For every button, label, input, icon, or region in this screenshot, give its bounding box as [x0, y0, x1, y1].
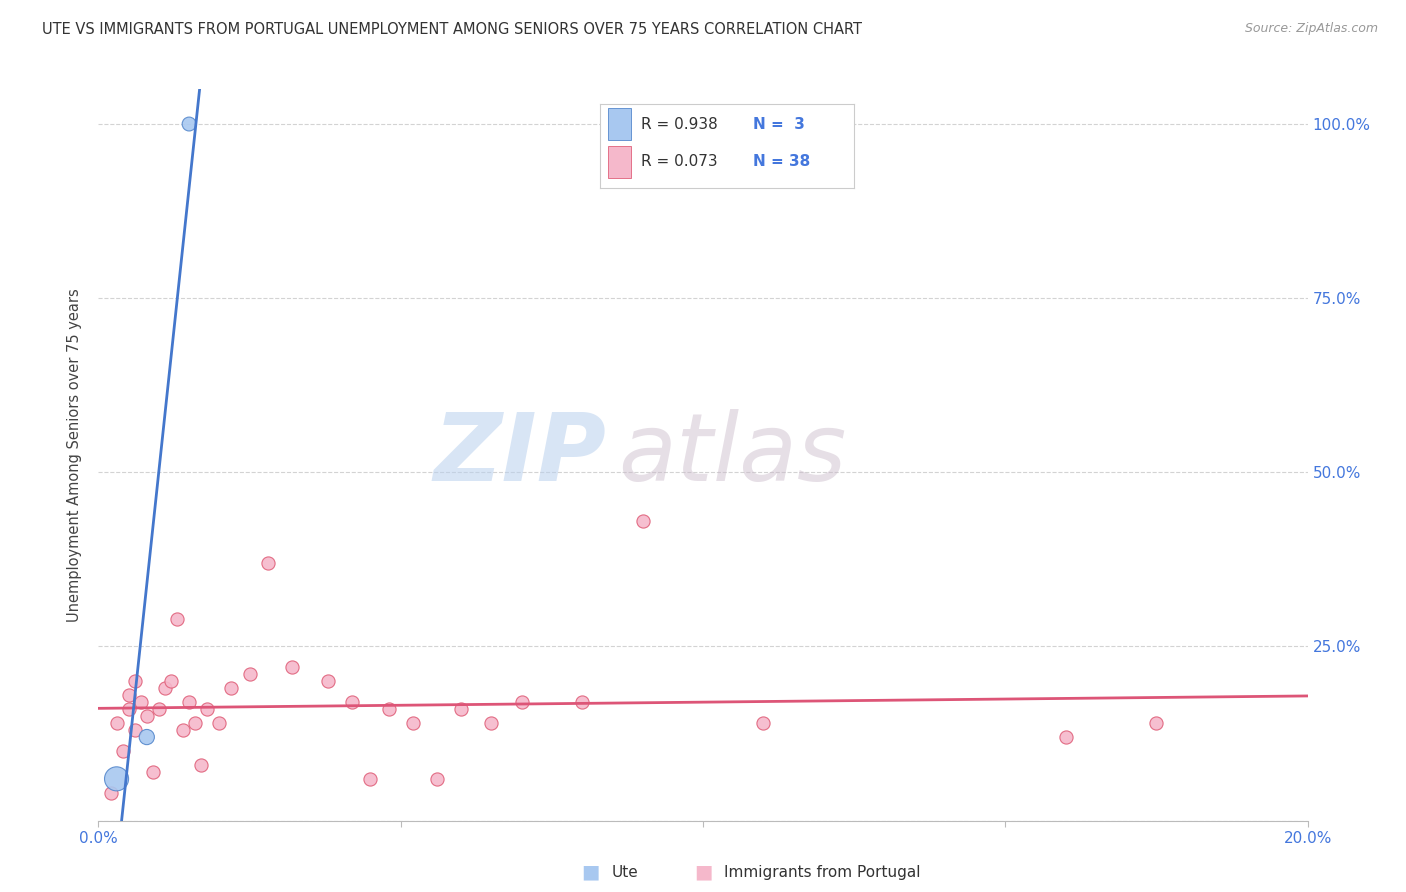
Point	[142, 764, 165, 779]
Point	[129, 695, 152, 709]
Text: UTE VS IMMIGRANTS FROM PORTUGAL UNEMPLOYMENT AMONG SENIORS OVER 75 YEARS CORRELA: UTE VS IMMIGRANTS FROM PORTUGAL UNEMPLOY…	[42, 22, 862, 37]
Point	[124, 674, 146, 689]
Text: Source: ZipAtlas.com: Source: ZipAtlas.com	[1244, 22, 1378, 36]
Point	[184, 716, 207, 731]
Point	[179, 117, 201, 131]
Text: atlas: atlas	[619, 409, 846, 500]
Text: R = 0.938: R = 0.938	[641, 117, 717, 131]
Point	[752, 716, 775, 731]
Text: N =  3: N = 3	[752, 117, 804, 131]
Point	[377, 702, 399, 716]
Point	[631, 514, 654, 528]
Point	[481, 716, 503, 731]
Bar	[607, 146, 631, 178]
Text: ZIP: ZIP	[433, 409, 606, 501]
Point	[111, 744, 134, 758]
Point	[190, 758, 212, 772]
Point	[1054, 730, 1077, 744]
Bar	[607, 108, 631, 140]
Text: Immigrants from Portugal: Immigrants from Portugal	[724, 865, 921, 880]
Point	[256, 556, 278, 570]
Point	[160, 674, 183, 689]
Point	[450, 702, 472, 716]
Point	[402, 716, 425, 731]
Point	[510, 695, 533, 709]
Point	[342, 695, 364, 709]
Text: Ute: Ute	[612, 865, 638, 880]
Text: R = 0.073: R = 0.073	[641, 154, 717, 169]
Point	[239, 667, 262, 681]
Point	[166, 612, 188, 626]
Point	[360, 772, 382, 786]
Point	[179, 695, 201, 709]
Point	[281, 660, 304, 674]
Point	[148, 702, 170, 716]
Point	[118, 702, 141, 716]
Point	[135, 709, 157, 723]
Text: ■: ■	[581, 863, 600, 882]
Point	[172, 723, 194, 737]
Point	[221, 681, 243, 696]
Y-axis label: Unemployment Among Seniors over 75 years: Unemployment Among Seniors over 75 years	[67, 288, 83, 622]
Point	[426, 772, 449, 786]
Point	[208, 716, 231, 731]
Point	[1144, 716, 1167, 731]
Point	[195, 702, 218, 716]
Point	[571, 695, 593, 709]
Text: ■: ■	[693, 863, 713, 882]
Point	[153, 681, 176, 696]
Point	[316, 674, 339, 689]
Point	[118, 688, 141, 702]
Point	[105, 772, 128, 786]
Point	[100, 786, 122, 800]
Point	[135, 730, 157, 744]
Text: N = 38: N = 38	[752, 154, 810, 169]
Point	[105, 716, 128, 731]
Point	[124, 723, 146, 737]
